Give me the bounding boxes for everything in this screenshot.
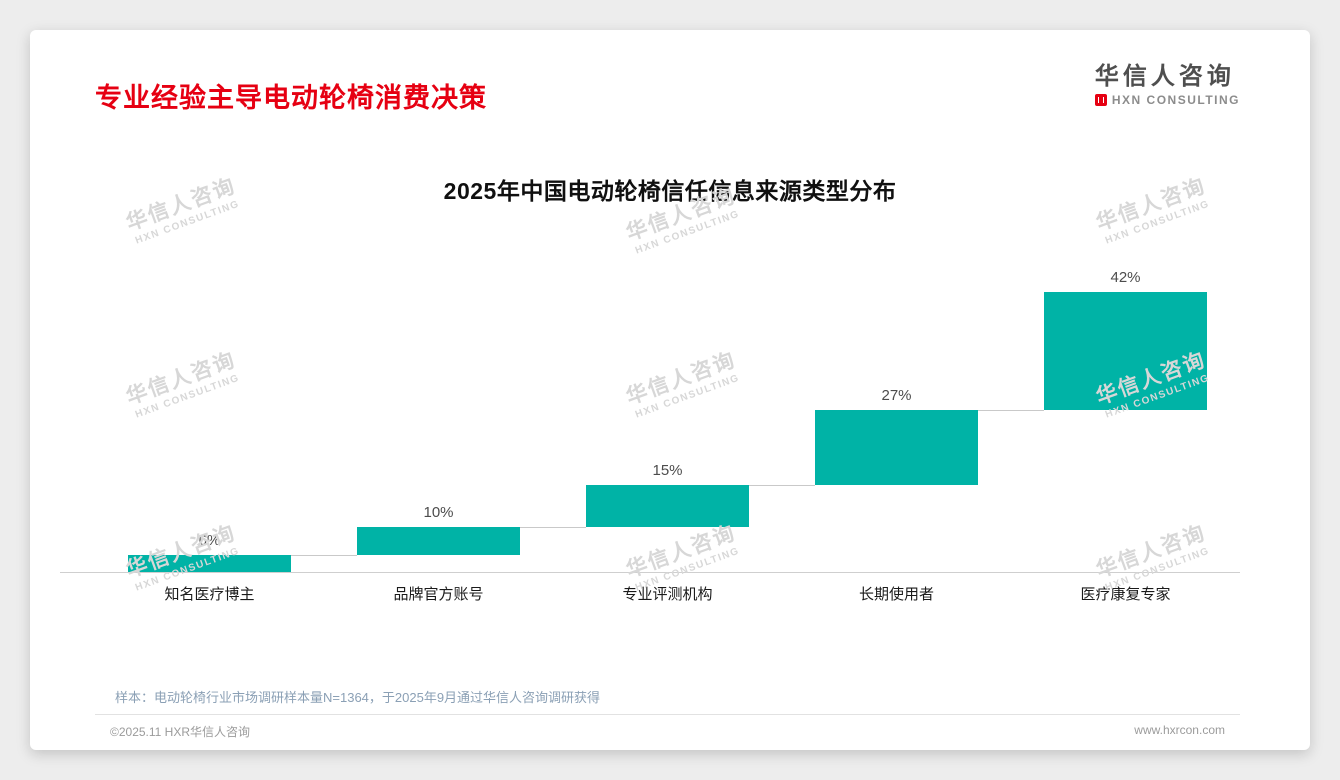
footer-divider	[95, 714, 1240, 715]
website-url: www.hxrcon.com	[1134, 723, 1225, 737]
copyright-text: ©2025.11 HXR华信人咨询	[110, 725, 250, 739]
company-logo: 华信人咨询 HXN CONSULTING	[1094, 63, 1240, 108]
waterfall-connector	[520, 527, 586, 529]
slide-card: 专业经验主导电动轮椅消费决策 华信人咨询 HXN CONSULTING 2025…	[30, 30, 1310, 750]
logo-subtitle: HXN CONSULTING	[1111, 93, 1240, 108]
waterfall-bar-2	[586, 485, 749, 528]
category-label: 长期使用者	[858, 586, 934, 603]
waterfall-connector	[978, 409, 1044, 411]
waterfall-bar-4	[1044, 292, 1207, 410]
logo-name: 华信人咨询	[1094, 63, 1235, 90]
logo-subtitle-row: HXN CONSULTING	[1094, 93, 1240, 108]
category-label: 医疗康复专家	[1080, 586, 1171, 603]
sample-footnote: 样本：电动轮椅行业市场调研样本量N=1364，于2025年9月通过华信人咨询调研…	[115, 690, 601, 705]
watermark-sub: HXN CONSULTING	[633, 208, 742, 257]
waterfall-connector	[291, 555, 357, 557]
bar-value-label: 15%	[652, 462, 683, 480]
category-label: 知名医疗博主	[164, 586, 255, 603]
category-labels: 知名医疗博主 品牌官方账号 专业评测机构 长期使用者 医疗康复专家	[95, 583, 1240, 604]
bar-value-label: 6%	[198, 532, 221, 550]
bar-value-label: 10%	[423, 504, 454, 522]
plot-area: 6% 10% 15% 27% 42%	[95, 258, 1240, 572]
waterfall-bar-0	[128, 555, 291, 572]
x-axis-baseline	[60, 572, 1240, 573]
waterfall-connector	[749, 485, 815, 487]
page-title: 专业经验主导电动轮椅消费决策	[95, 83, 487, 113]
bar-value-label: 27%	[881, 386, 912, 404]
chart-title: 2025年中国电动轮椅信任信息来源类型分布	[443, 178, 897, 204]
waterfall-bar-1	[357, 527, 520, 556]
footer: ©2025.11 HXR华信人咨询 www.hxrcon.com	[110, 723, 1225, 740]
logo-mark-icon	[1094, 94, 1107, 107]
bar-value-label: 42%	[1110, 269, 1141, 286]
category-label: 专业评测机构	[622, 586, 713, 603]
waterfall-bar-3	[815, 409, 978, 486]
category-label: 品牌官方账号	[393, 586, 484, 603]
